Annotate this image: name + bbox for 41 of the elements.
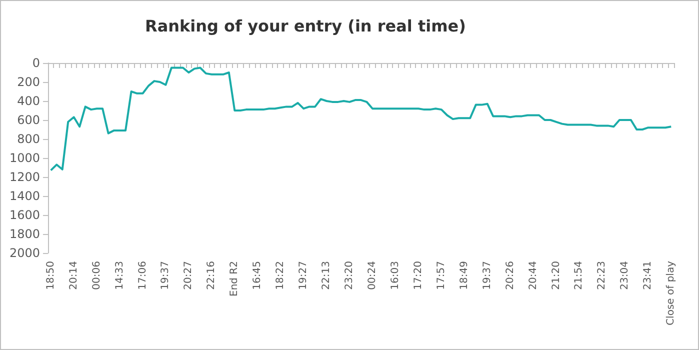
x-tick-label: 19:27 [298, 261, 310, 290]
x-tick-label: 18:50 [45, 261, 56, 290]
y-tick-label: 0 [32, 56, 40, 70]
y-tick-label: 600 [17, 113, 40, 127]
y-tick-label: 1600 [9, 208, 40, 222]
x-tick-label: 22:13 [321, 261, 332, 290]
x-tick-label: 20:27 [183, 261, 194, 290]
x-tick-label: 23:04 [620, 261, 631, 290]
x-tick-label: 17:20 [412, 261, 424, 290]
x-tick-label: 20:26 [504, 261, 516, 290]
x-tick-label: 16:45 [252, 261, 264, 290]
x-tick-label: 21:54 [574, 261, 585, 290]
x-tick-label: Close of play [666, 260, 677, 326]
y-tick-label: 1200 [9, 170, 40, 184]
x-tick-label: 19:37 [482, 261, 493, 290]
line-series [50, 66, 672, 172]
x-tick-label: 22:23 [596, 261, 608, 290]
x-tick-label: 17:06 [137, 261, 148, 290]
x-tick-label: 21:20 [550, 261, 562, 290]
x-tick-label: 20:44 [528, 261, 539, 290]
x-tick-label: 23:20 [344, 261, 356, 290]
x-tick-label: 23:41 [642, 261, 654, 290]
x-tick-label: 00:24 [366, 261, 378, 290]
y-tick-label: 1400 [9, 189, 40, 203]
x-tick-label: 22:16 [206, 261, 218, 290]
x-tick-label: End R2 [229, 261, 240, 296]
x-tick-label: 16:03 [390, 261, 401, 290]
y-tick-label: 2000 [9, 246, 40, 260]
chart-title: Ranking of your entry (in real time) [145, 16, 466, 36]
x-tick-label: 20:14 [68, 261, 80, 290]
x-tick-label: 14:33 [114, 261, 126, 290]
y-tick-label: 1800 [9, 227, 40, 241]
x-tick-label: 18:49 [458, 261, 470, 290]
y-tick-label: 400 [17, 94, 40, 108]
x-tick-label: 18:22 [275, 261, 286, 290]
y-tick-label: 1000 [9, 151, 40, 165]
y-tick-label: 800 [17, 132, 40, 146]
y-tick-label: 200 [17, 75, 40, 89]
x-tick-label: 19:37 [160, 261, 172, 290]
x-tick-label: 00:06 [91, 261, 102, 290]
x-tick-label: 17:57 [436, 261, 447, 290]
